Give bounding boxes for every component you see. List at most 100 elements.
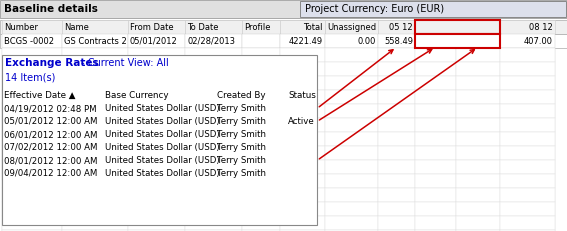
Bar [0,20,567,34]
Bar [415,230,456,231]
Bar [456,146,500,160]
Bar [2,146,62,160]
Bar [242,160,280,174]
Bar [456,104,500,118]
Bar [456,174,500,188]
Bar [500,174,555,188]
Bar [242,34,280,48]
Bar [378,132,415,146]
Bar [378,104,415,118]
Bar [62,104,128,118]
Bar [500,202,555,216]
Bar [500,188,555,202]
Bar [325,202,378,216]
Bar [2,76,62,90]
Bar [2,160,62,174]
Bar [242,48,280,62]
Text: 07 12: 07 12 [474,22,498,31]
Bar [500,146,555,160]
Bar [456,132,500,146]
Text: 07/02/2012 12:00 AM: 07/02/2012 12:00 AM [4,143,98,152]
Bar [128,62,185,76]
Bar [2,62,62,76]
Bar [325,188,378,202]
Bar [62,160,128,174]
Bar [128,48,185,62]
Text: United States Dollar (USD): United States Dollar (USD) [105,130,219,139]
Text: Terry Smith: Terry Smith [217,156,266,165]
Bar [500,76,555,90]
Bar [415,104,456,118]
Text: Base Currency: Base Currency [105,91,168,100]
Bar [280,76,325,90]
Bar [2,132,62,146]
Bar [2,188,62,202]
Bar [415,132,456,146]
Bar [2,115,317,128]
Bar [62,132,128,146]
Bar [2,174,62,188]
Bar [500,62,555,76]
Bar [2,216,62,230]
Bar [415,146,456,160]
Bar [280,34,325,48]
Bar [456,160,500,174]
Text: 4221.49: 4221.49 [289,36,323,46]
Bar [2,90,62,104]
Bar [456,90,500,104]
Bar [500,132,555,146]
Bar [62,202,128,216]
Bar [128,76,185,90]
Bar [325,62,378,76]
Text: 14 Item(s): 14 Item(s) [5,73,56,83]
Bar [185,76,242,90]
Bar [242,104,280,118]
Bar [415,160,456,174]
Bar [415,76,456,90]
Bar [185,146,242,160]
Bar [280,118,325,132]
Bar [2,118,62,132]
Bar [242,62,280,76]
Bar [2,20,62,34]
Bar [415,160,456,174]
Text: United States Dollar (USD): United States Dollar (USD) [105,104,219,113]
Bar [500,118,555,132]
Text: 0.00: 0.00 [358,36,376,46]
Bar [325,132,378,146]
Bar [128,146,185,160]
Bar [500,160,555,174]
Bar [128,34,185,48]
Text: 06 12: 06 12 [430,22,454,31]
Bar [2,202,62,216]
Bar [325,216,378,230]
Bar [280,216,325,230]
Bar [185,216,242,230]
Text: 04/19/2012 02:48 PM: 04/19/2012 02:48 PM [4,104,96,113]
Bar [378,118,415,132]
Bar [242,146,280,160]
Text: United States Dollar (USD): United States Dollar (USD) [105,169,219,178]
Bar [325,174,378,188]
Bar [185,104,242,118]
Text: Profile: Profile [244,22,270,31]
Bar [242,188,280,202]
Bar [280,160,325,174]
Bar [128,188,185,202]
Bar [325,230,378,231]
Bar [2,48,62,62]
Bar [415,90,456,104]
Text: Exchange Rates: Exchange Rates [5,58,99,68]
Bar [325,160,378,174]
Bar [415,104,456,118]
Bar [456,76,500,90]
Bar [456,48,500,62]
Bar [128,20,185,34]
Bar [128,174,185,188]
Bar [62,216,128,230]
Bar [62,62,128,76]
Bar [185,160,242,174]
Bar [378,160,415,174]
Bar [325,174,378,188]
Text: From Date: From Date [130,22,174,31]
